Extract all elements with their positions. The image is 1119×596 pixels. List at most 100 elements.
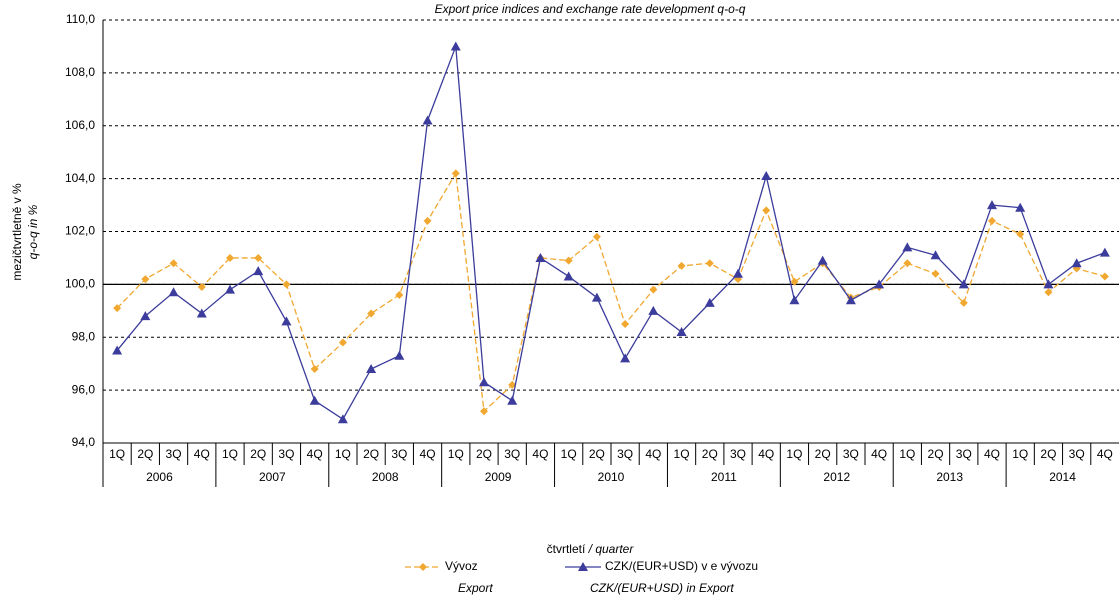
marker bbox=[423, 216, 432, 225]
year-label: 2008 bbox=[372, 470, 399, 484]
y-tick-label: 108,0 bbox=[65, 65, 95, 79]
x-tick-label: 2Q bbox=[928, 447, 944, 461]
marker bbox=[930, 250, 941, 260]
marker bbox=[704, 297, 715, 307]
marker bbox=[649, 285, 658, 294]
x-tick-label: 3Q bbox=[504, 447, 520, 461]
series-line bbox=[116, 171, 1106, 413]
x-tick-label: 3Q bbox=[730, 447, 746, 461]
x-tick-label: 4Q bbox=[645, 447, 661, 461]
marker bbox=[592, 232, 601, 241]
year-label: 2006 bbox=[146, 470, 173, 484]
marker bbox=[253, 266, 264, 276]
marker bbox=[535, 252, 546, 262]
marker bbox=[338, 338, 347, 347]
year-label: 2014 bbox=[1049, 470, 1076, 484]
marker bbox=[620, 353, 631, 363]
marker bbox=[254, 253, 263, 262]
marker bbox=[621, 320, 630, 329]
marker bbox=[169, 259, 178, 268]
marker bbox=[564, 256, 573, 265]
y-tick-label: 98,0 bbox=[72, 329, 96, 343]
x-tick-label: 2Q bbox=[1040, 447, 1056, 461]
marker bbox=[676, 326, 687, 336]
x-tick-label: 3Q bbox=[617, 447, 633, 461]
x-tick-label: 1Q bbox=[1012, 447, 1028, 461]
marker bbox=[1043, 279, 1054, 289]
marker bbox=[168, 287, 179, 297]
y-tick-label: 110,0 bbox=[66, 12, 95, 26]
marker bbox=[902, 242, 913, 252]
marker bbox=[196, 308, 207, 318]
year-label: 2007 bbox=[259, 470, 286, 484]
marker bbox=[1100, 272, 1109, 281]
x-tick-label: 4Q bbox=[1097, 447, 1113, 461]
marker bbox=[225, 284, 235, 294]
x-tick-label: 4Q bbox=[194, 447, 210, 461]
x-tick-label: 4Q bbox=[307, 447, 323, 461]
marker bbox=[112, 345, 123, 355]
x-tick-label: 4Q bbox=[984, 447, 1000, 461]
marker bbox=[705, 259, 714, 268]
marker bbox=[733, 268, 743, 278]
marker bbox=[761, 170, 772, 180]
y-tick-label: 94,0 bbox=[72, 435, 96, 449]
x-tick-label: 3Q bbox=[956, 447, 972, 461]
x-tick-label: 1Q bbox=[335, 447, 351, 461]
marker bbox=[903, 259, 912, 268]
marker bbox=[282, 280, 291, 289]
x-tick-label: 3Q bbox=[1069, 447, 1085, 461]
marker bbox=[281, 316, 292, 326]
x-tick-label: 1Q bbox=[899, 447, 915, 461]
marker bbox=[1016, 230, 1025, 239]
x-tick-label: 4Q bbox=[420, 447, 436, 461]
marker bbox=[563, 271, 574, 281]
marker bbox=[140, 311, 151, 321]
marker bbox=[1044, 288, 1053, 297]
x-tick-label: 4Q bbox=[532, 447, 548, 461]
x-tick-label: 3Q bbox=[278, 447, 294, 461]
marker bbox=[226, 253, 234, 262]
marker bbox=[508, 380, 517, 389]
x-tick-label: 3Q bbox=[843, 447, 859, 461]
x-tick-label: 2Q bbox=[589, 447, 605, 461]
x-tick-label: 1Q bbox=[448, 447, 464, 461]
y-axis-title-en: q-o-q in % bbox=[26, 204, 40, 259]
marker bbox=[789, 295, 800, 305]
marker bbox=[197, 283, 206, 292]
x-tick-label: 2Q bbox=[702, 447, 718, 461]
marker bbox=[874, 279, 885, 289]
x-tick-label: 2Q bbox=[250, 447, 266, 461]
marker bbox=[367, 309, 376, 318]
marker bbox=[141, 275, 150, 284]
marker bbox=[762, 206, 771, 215]
y-tick-label: 106,0 bbox=[65, 118, 95, 132]
marker bbox=[419, 563, 427, 571]
marker bbox=[451, 169, 460, 178]
x-tick-label: 4Q bbox=[758, 447, 774, 461]
x-tick-label: 2Q bbox=[815, 447, 831, 461]
legend-label-en: Export bbox=[458, 581, 493, 595]
marker bbox=[959, 298, 968, 307]
marker bbox=[578, 562, 588, 571]
marker bbox=[450, 41, 461, 51]
marker bbox=[988, 216, 996, 225]
marker bbox=[648, 305, 659, 315]
marker bbox=[987, 200, 997, 210]
y-tick-label: 100,0 bbox=[65, 277, 95, 291]
chart-title: Export price indices and exchange rate d… bbox=[435, 2, 746, 16]
x-tick-label: 2Q bbox=[137, 447, 153, 461]
marker bbox=[113, 304, 122, 313]
x-label: čtvrtletí bbox=[547, 542, 586, 556]
x-tick-label: 1Q bbox=[561, 447, 577, 461]
marker bbox=[817, 255, 828, 265]
marker bbox=[480, 407, 488, 416]
x-tick-label: 3Q bbox=[166, 447, 182, 461]
marker bbox=[309, 395, 320, 405]
x-tick-label: 1Q bbox=[222, 447, 238, 461]
year-label: 2013 bbox=[936, 470, 963, 484]
y-tick-label: 104,0 bbox=[65, 171, 95, 185]
marker bbox=[366, 363, 377, 373]
series-line bbox=[116, 46, 1106, 421]
